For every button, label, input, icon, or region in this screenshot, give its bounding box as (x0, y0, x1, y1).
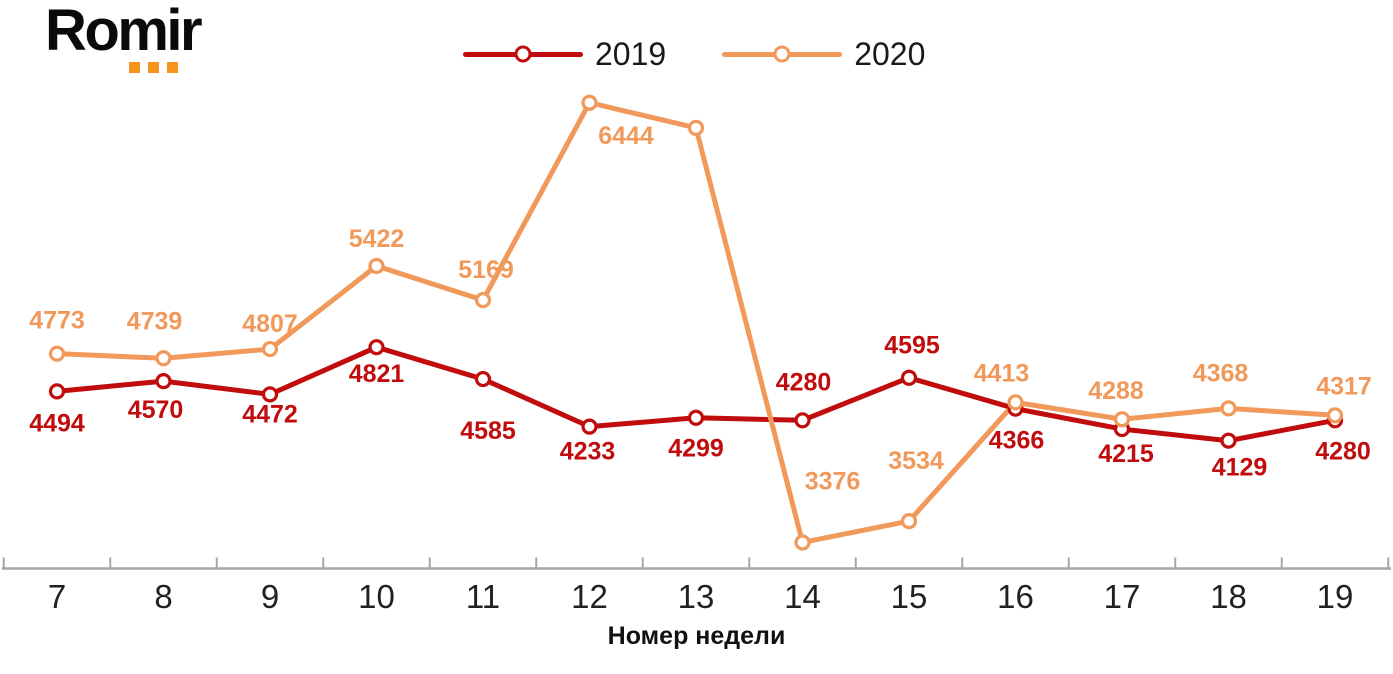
chart-legend: 2019 2020 (463, 38, 925, 70)
x-tick-label-14: 14 (784, 578, 821, 615)
data-label-2020-week13: 6444 (598, 122, 654, 150)
x-tick-label-13: 13 (678, 578, 715, 615)
data-label-2020-week15: 3534 (888, 447, 944, 475)
data-label-2020-week10: 5422 (349, 225, 405, 253)
data-label-2020-week14: 3376 (805, 467, 861, 495)
x-tick-label-17: 17 (1104, 578, 1141, 615)
data-marker-2019-week10 (368, 339, 385, 356)
data-marker-2020-week17 (1113, 411, 1131, 428)
data-label-2019-week16: 4366 (989, 427, 1045, 455)
data-marker-2019-week11 (474, 370, 492, 388)
x-tick-label-8: 8 (154, 578, 172, 615)
data-label-2019-week17: 4215 (1098, 440, 1154, 468)
data-label-2019-week19: 4280 (1315, 437, 1371, 465)
romir-logo-text: Romir (45, 0, 203, 63)
data-marker-2020-week19 (1326, 407, 1344, 424)
x-tick-label-16: 16 (997, 578, 1034, 615)
legend-label-2019: 2019 (595, 36, 667, 72)
data-label-2019-week18: 4129 (1212, 454, 1268, 482)
data-label-2020-week17: 4288 (1088, 377, 1144, 405)
data-marker-2019-week8 (155, 373, 172, 390)
data-marker-2020-week18 (1220, 400, 1237, 417)
legend-circle-marker-icon (773, 45, 791, 63)
legend-item-2020: 2020 (722, 38, 925, 70)
logo-square-icon (129, 62, 140, 73)
romir-logo: Romir (45, 0, 203, 73)
data-marker-2020-week11 (474, 292, 492, 309)
data-label-2019-week8: 4570 (128, 396, 184, 424)
data-label-2019-week15: 4595 (884, 332, 940, 360)
data-marker-2019-week12 (581, 418, 598, 435)
x-tick-label-7: 7 (48, 578, 66, 615)
data-label-2019-week9: 4472 (242, 400, 298, 428)
data-label-2020-week9: 4807 (242, 310, 298, 338)
data-marker-2019-week14 (794, 412, 811, 429)
data-label-2019-week13: 4299 (668, 435, 724, 463)
data-marker-2020-week8 (155, 350, 172, 367)
data-marker-2019-week9 (261, 386, 279, 403)
data-marker-2020-week16 (1007, 394, 1024, 411)
legend-line-swatch-2019 (463, 45, 583, 63)
x-tick-label-9: 9 (261, 578, 279, 615)
data-marker-2020-week15 (900, 513, 918, 530)
data-label-2020-week8: 4739 (127, 307, 183, 335)
logo-square-icon (167, 62, 178, 73)
legend-label-2020: 2020 (854, 36, 926, 72)
x-axis-title: Номер недели (607, 622, 786, 650)
x-tick-label-15: 15 (891, 578, 928, 615)
data-label-2020-week7: 4773 (29, 307, 85, 335)
x-tick-label-11: 11 (466, 578, 500, 615)
data-marker-2019-week13 (687, 409, 705, 426)
data-marker-2020-week12 (581, 94, 598, 111)
data-marker-2019-week15 (900, 369, 918, 386)
logo-square-icon (148, 62, 159, 73)
data-marker-2019-week18 (1220, 432, 1237, 449)
x-tick-label-12: 12 (571, 578, 608, 615)
data-label-2020-week11: 5169 (458, 256, 514, 284)
data-marker-2019-week7 (48, 383, 66, 400)
data-label-2020-week18: 4368 (1193, 359, 1249, 387)
data-marker-2020-week9 (261, 340, 279, 358)
data-marker-2020-week13 (687, 119, 705, 136)
x-tick-label-10: 10 (358, 578, 395, 615)
legend-line-swatch-2020 (722, 45, 843, 63)
legend-item-2019: 2019 (463, 38, 666, 70)
x-tick-label-19: 19 (1317, 578, 1354, 615)
data-marker-2020-week7 (48, 345, 66, 362)
data-label-2020-week19: 4317 (1316, 372, 1372, 400)
data-label-2020-week16: 4413 (974, 359, 1030, 387)
data-marker-2020-week10 (368, 257, 385, 275)
data-marker-2020-week14 (794, 534, 811, 551)
data-label-2019-week11: 4585 (460, 417, 516, 445)
data-label-2019-week14: 4280 (776, 368, 832, 396)
data-label-2019-week10: 4821 (349, 360, 405, 388)
logo-accent-squares-icon (129, 62, 178, 73)
legend-circle-marker-icon (514, 45, 532, 63)
data-label-2019-week12: 4233 (560, 438, 616, 466)
data-label-2019-week7: 4494 (29, 409, 85, 437)
x-tick-label-18: 18 (1210, 578, 1247, 615)
